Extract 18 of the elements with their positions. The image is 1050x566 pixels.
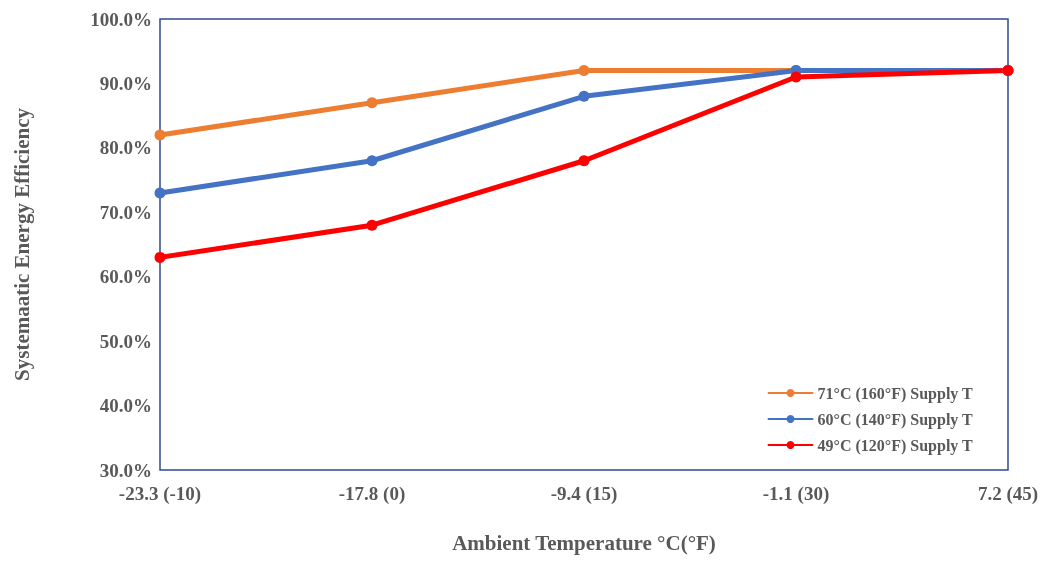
y-tick-label: 70.0% bbox=[99, 201, 152, 223]
legend-label: 60°C (140°F) Supply T bbox=[817, 410, 974, 429]
y-tick-label: 80.0% bbox=[99, 137, 152, 159]
y-tick-label: 100.0% bbox=[90, 8, 152, 30]
x-tick-label: 7.2 (45) bbox=[977, 483, 1039, 505]
x-tick-label: -23.3 (-10) bbox=[118, 483, 202, 505]
y-tick-label: 40.0% bbox=[99, 395, 152, 417]
y-axis-title: Systemaatic Energy Efficiency bbox=[9, 107, 34, 381]
x-tick-label: -17.8 (0) bbox=[338, 483, 406, 505]
x-tick-label: -9.4 (15) bbox=[550, 483, 618, 505]
y-tick-label: 50.0% bbox=[99, 330, 152, 352]
y-tick-label: 60.0% bbox=[99, 266, 152, 288]
legend-label: 71°C (160°F) Supply T bbox=[817, 384, 974, 403]
legend-label: 49°C (120°F) Supply T bbox=[817, 436, 974, 455]
x-axis-title: Ambient Temperature °C(°F) bbox=[452, 530, 716, 555]
y-tick-label: 30.0% bbox=[99, 459, 152, 481]
x-tick-label: -1.1 (30) bbox=[762, 483, 830, 505]
y-tick-label: 90.0% bbox=[99, 72, 152, 94]
